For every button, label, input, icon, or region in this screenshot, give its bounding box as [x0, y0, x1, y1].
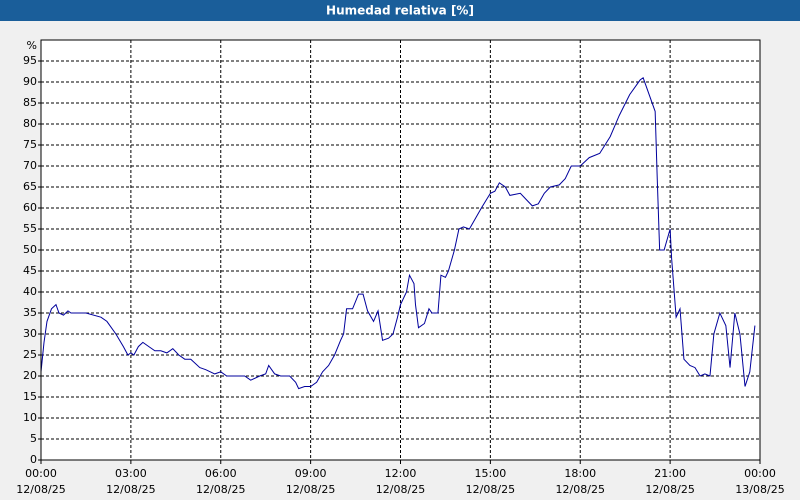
x-tick-label: 06:00 [205, 467, 237, 480]
y-tick-label: 15 [23, 390, 37, 403]
x-tick-label: 18:00 [564, 467, 596, 480]
x-tick-date: 12/08/25 [16, 483, 65, 496]
chart-title: Humedad relativa [%] [326, 4, 474, 18]
y-tick-label: 25 [23, 348, 37, 361]
y-tick-label: 85 [23, 96, 37, 109]
y-tick-label: 75 [23, 138, 37, 151]
plot-frame [40, 39, 761, 461]
y-tick-label: 50 [23, 243, 37, 256]
y-tick-label: 45 [23, 264, 37, 277]
y-tick-label: 70 [23, 159, 37, 172]
y-tick-label: 80 [23, 117, 37, 130]
x-tick-date: 12/08/25 [556, 483, 605, 496]
x-tick-label: 09:00 [295, 467, 327, 480]
y-axis-label: % [27, 39, 37, 52]
y-tick-label: 10 [23, 411, 37, 424]
x-tick-date: 12/08/25 [196, 483, 245, 496]
x-tick-label: 00:00 [25, 467, 57, 480]
y-tick-label: 5 [30, 432, 37, 445]
x-tick-label: 12:00 [385, 467, 417, 480]
x-tick-date: 12/08/25 [286, 483, 335, 496]
y-tick-label: 95 [23, 54, 37, 67]
y-tick-label: 60 [23, 201, 37, 214]
x-tick-date: 12/08/25 [376, 483, 425, 496]
y-tick-label: 65 [23, 180, 37, 193]
data-line [40, 77, 756, 390]
x-tick-label: 21:00 [654, 467, 686, 480]
y-tick-label: 90 [23, 75, 37, 88]
y-tick-label: 35 [23, 306, 37, 319]
y-tick-label: 20 [23, 369, 37, 382]
x-tick-date: 12/08/25 [466, 483, 515, 496]
x-tick-date: 12/08/25 [645, 483, 694, 496]
title-bar [0, 0, 800, 21]
y-tick-label: 0 [30, 453, 37, 466]
y-tick-label: 30 [23, 327, 37, 340]
x-tick-label: 03:00 [115, 467, 147, 480]
x-tick-label: 00:00 [744, 467, 776, 480]
y-tick-label: 40 [23, 285, 37, 298]
x-tick-date: 12/08/25 [106, 483, 155, 496]
x-tick-date: 13/08/25 [735, 483, 784, 496]
x-tick-label: 15:00 [475, 467, 507, 480]
y-tick-label: 55 [23, 222, 37, 235]
